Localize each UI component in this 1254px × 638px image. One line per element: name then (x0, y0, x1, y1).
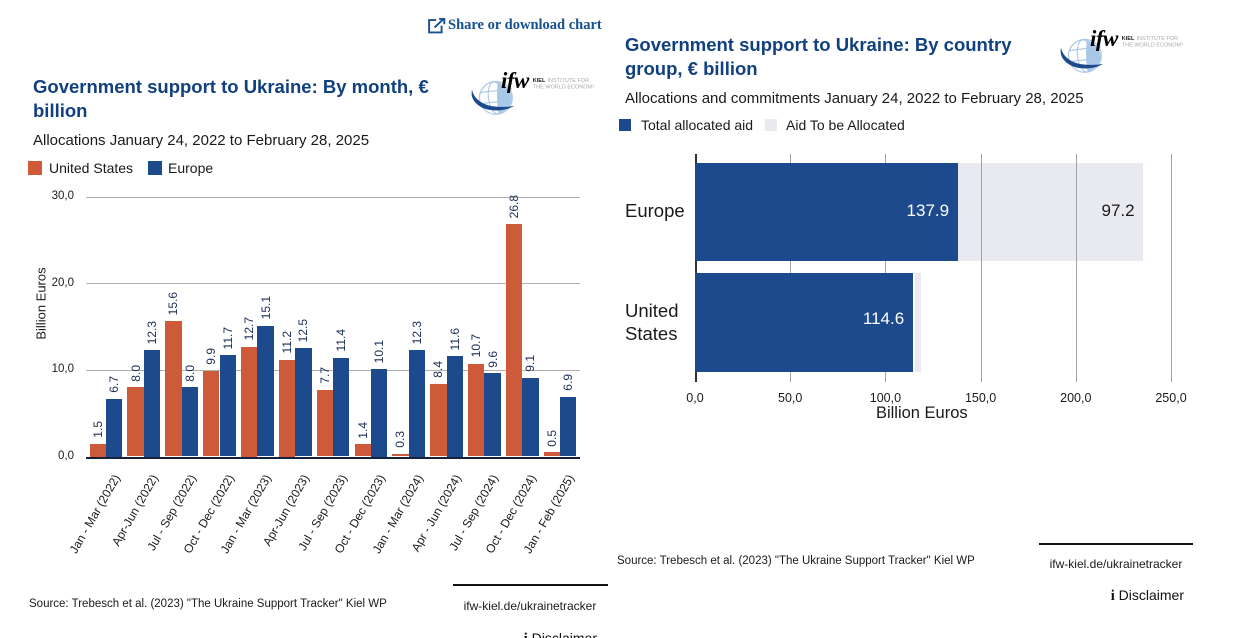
svg-text:ifw: ifw (501, 68, 530, 93)
svg-text:INSTITUTE FOR: INSTITUTE FOR (1136, 36, 1178, 42)
svg-text:THE WORLD ECONOMY: THE WORLD ECONOMY (1121, 42, 1182, 48)
svg-text:INSTITUTE FOR: INSTITUTE FOR (548, 78, 590, 84)
svg-text:KIEL: KIEL (1121, 36, 1134, 42)
svg-text:THE WORLD ECONOMY: THE WORLD ECONOMY (533, 84, 594, 90)
svg-text:ifw: ifw (1090, 26, 1119, 51)
svg-text:KIEL: KIEL (533, 78, 546, 84)
